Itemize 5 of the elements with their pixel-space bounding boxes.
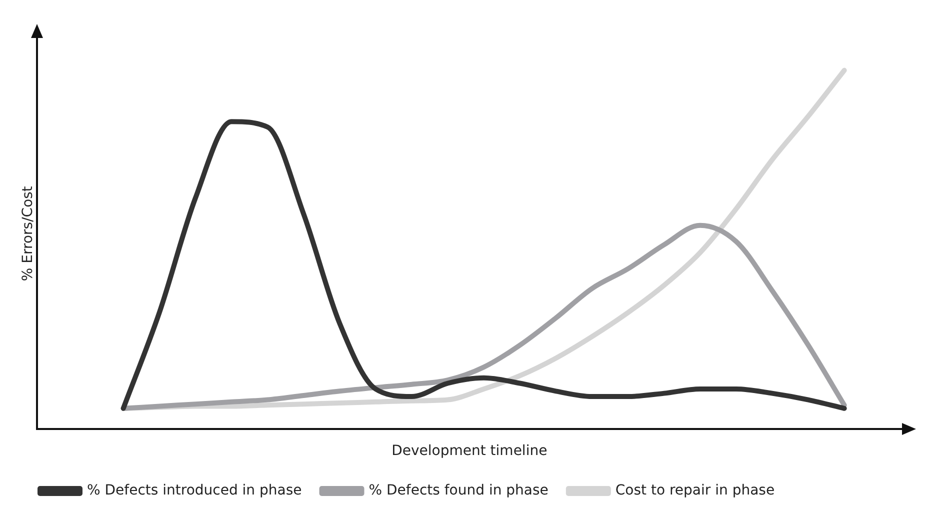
- x-axis-title: Development timeline: [392, 443, 548, 460]
- legend-label: % Defects found in phase: [368, 482, 548, 499]
- y-axis-title: % Errors/Cost: [20, 186, 36, 282]
- legend-label: Cost to repair in phase: [615, 482, 775, 499]
- legend-label: % Defects introduced in phase: [87, 482, 302, 499]
